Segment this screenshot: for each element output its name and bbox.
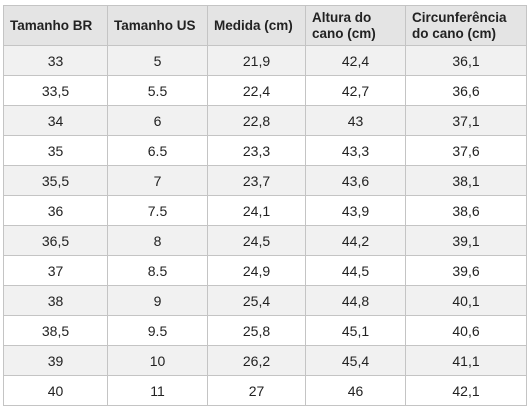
table-cell: 25,8: [207, 315, 306, 346]
table-cell: 39: [3, 345, 108, 376]
table-row: 40 11 27 46 42,1: [3, 375, 527, 406]
table-cell: 8: [107, 225, 208, 256]
table-cell: 38,5: [3, 315, 108, 346]
table-cell: 43: [305, 105, 406, 136]
table-cell: 34: [3, 105, 108, 136]
table-cell: 24,9: [207, 255, 306, 286]
table-cell: 11: [107, 375, 208, 406]
table-cell: 42,4: [305, 45, 406, 76]
table-cell: 33,5: [3, 75, 108, 106]
table-row: 38 9 25,4 44,8 40,1: [3, 285, 527, 316]
table-row: 35,5 7 23,7 43,6 38,1: [3, 165, 527, 196]
table-cell: 42,1: [405, 375, 527, 406]
table-cell: 26,2: [207, 345, 306, 376]
table-cell: 23,3: [207, 135, 306, 166]
table-cell: 9.5: [107, 315, 208, 346]
table-cell: 38,1: [405, 165, 527, 196]
header-cell: Medida (cm): [207, 5, 306, 46]
table-cell: 23,7: [207, 165, 306, 196]
header-row: Tamanho BR Tamanho US Medida (cm) Altura do…: [3, 5, 527, 46]
table-cell: 7: [107, 165, 208, 196]
table-cell: 43,6: [305, 165, 406, 196]
table-cell: 8.5: [107, 255, 208, 286]
table-cell: 42,7: [305, 75, 406, 106]
table-cell: 37: [3, 255, 108, 286]
table-cell: 6.5: [107, 135, 208, 166]
table-cell: 36,5: [3, 225, 108, 256]
table-cell: 7.5: [107, 195, 208, 226]
table-cell: 25,4: [207, 285, 306, 316]
size-table: Tamanho BR Tamanho US Medida (cm) Altura do…: [3, 5, 527, 406]
table-cell: 9: [107, 285, 208, 316]
table-cell: 24,5: [207, 225, 306, 256]
table-cell: 40: [3, 375, 108, 406]
header-cell: Tamanho US: [107, 5, 208, 46]
table-row: 35 6.5 23,3 43,3 37,6: [3, 135, 527, 166]
table-cell: 44,2: [305, 225, 406, 256]
table-cell: 6: [107, 105, 208, 136]
table-cell: 36,6: [405, 75, 527, 106]
table-cell: 27: [207, 375, 306, 406]
table-cell: 33: [3, 45, 108, 76]
table-cell: 35: [3, 135, 108, 166]
table-cell: 44,5: [305, 255, 406, 286]
table-cell: 5.5: [107, 75, 208, 106]
table-cell: 45,4: [305, 345, 406, 376]
table-cell: 36: [3, 195, 108, 226]
table-row: 36,5 8 24,5 44,2 39,1: [3, 225, 527, 256]
table-row: 36 7.5 24,1 43,9 38,6: [3, 195, 527, 226]
table-cell: 43,3: [305, 135, 406, 166]
table-cell: 37,6: [405, 135, 527, 166]
table-cell: 24,1: [207, 195, 306, 226]
table-cell: 5: [107, 45, 208, 76]
table-cell: 39,1: [405, 225, 527, 256]
table-cell: 44,8: [305, 285, 406, 316]
table-row: 34 6 22,8 43 37,1: [3, 105, 527, 136]
table-cell: 10: [107, 345, 208, 376]
table-row: 37 8.5 24,9 44,5 39,6: [3, 255, 527, 286]
table-cell: 38: [3, 285, 108, 316]
table-cell: 22,8: [207, 105, 306, 136]
table-cell: 36,1: [405, 45, 527, 76]
header-cell: Circunferência do cano (cm): [405, 5, 527, 46]
table-cell: 40,6: [405, 315, 527, 346]
table-row: 33,5 5.5 22,4 42,7 36,6: [3, 75, 527, 106]
table-cell: 22,4: [207, 75, 306, 106]
table-cell: 46: [305, 375, 406, 406]
table-row: 39 10 26,2 45,4 41,1: [3, 345, 527, 376]
table-row: 38,5 9.5 25,8 45,1 40,6: [3, 315, 527, 346]
table-cell: 35,5: [3, 165, 108, 196]
header-cell: Altura do cano (cm): [305, 5, 406, 46]
header-cell: Tamanho BR: [3, 5, 108, 46]
table-cell: 38,6: [405, 195, 527, 226]
table-cell: 41,1: [405, 345, 527, 376]
table-cell: 37,1: [405, 105, 527, 136]
table-cell: 39,6: [405, 255, 527, 286]
table-cell: 43,9: [305, 195, 406, 226]
table-cell: 21,9: [207, 45, 306, 76]
table-row: 33 5 21,9 42,4 36,1: [3, 45, 527, 76]
table-cell: 45,1: [305, 315, 406, 346]
table-cell: 40,1: [405, 285, 527, 316]
